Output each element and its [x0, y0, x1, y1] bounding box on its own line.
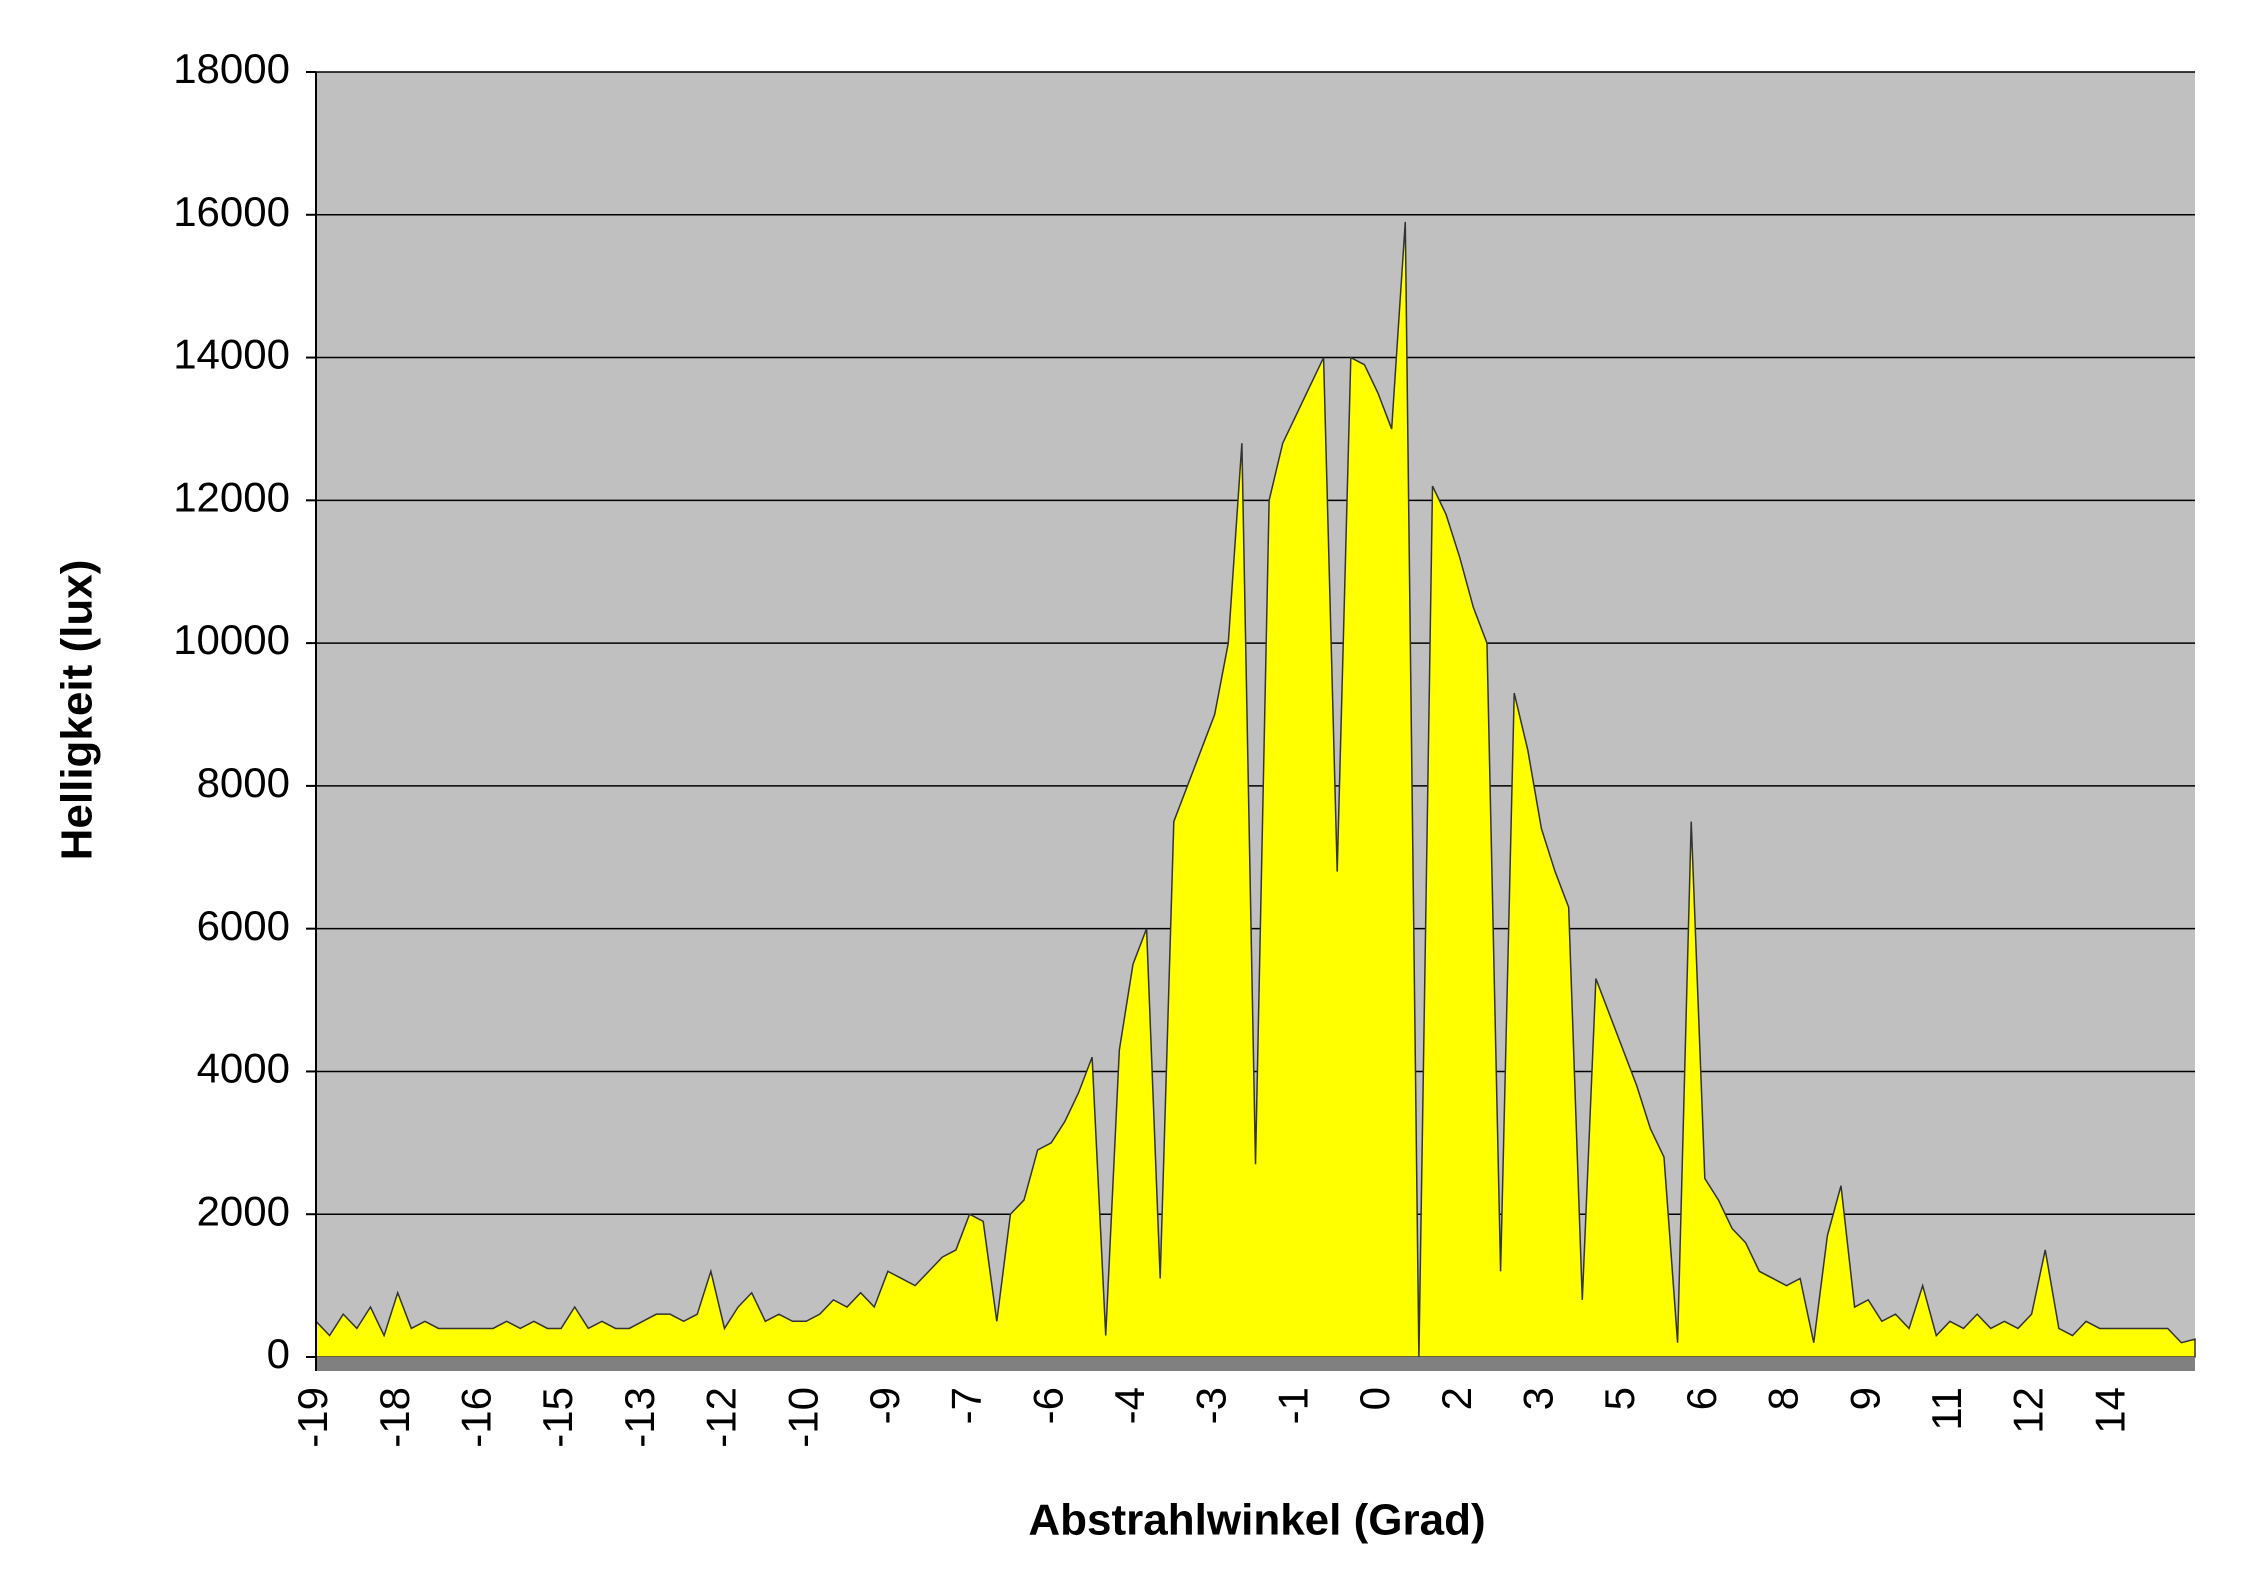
x-tick-label: -3: [1188, 1387, 1235, 1424]
x-tick-label: -4: [1106, 1387, 1153, 1424]
x-tick-label: -15: [534, 1387, 581, 1448]
x-tick-label: 0: [1351, 1387, 1398, 1410]
x-tick-label: -18: [371, 1387, 418, 1448]
x-tick-label: -10: [779, 1387, 826, 1448]
y-tick-label: 8000: [197, 759, 290, 806]
x-tick-label: 3: [1515, 1387, 1562, 1410]
y-tick-label: 10000: [173, 616, 290, 663]
y-tick-label: 4000: [197, 1045, 290, 1092]
x-tick-label: 14: [2086, 1387, 2133, 1434]
x-axis-title: Abstrahlwinkel (Grad): [1028, 1496, 1485, 1545]
x-tick-label: 5: [1596, 1387, 1643, 1410]
y-tick-label: 14000: [173, 331, 290, 378]
y-tick-label: 16000: [173, 188, 290, 235]
x-tick-label: 6: [1678, 1387, 1725, 1410]
x-tick-label: 8: [1760, 1387, 1807, 1410]
x-tick-label: -1: [1269, 1387, 1316, 1424]
x-tick-label: -9: [861, 1387, 908, 1424]
y-tick-label: 6000: [197, 902, 290, 949]
x-tick-label: 2: [1433, 1387, 1480, 1410]
x-tick-label: -7: [943, 1387, 990, 1424]
y-tick-label: 0: [267, 1330, 290, 1377]
x-tick-label: -12: [698, 1387, 745, 1448]
floor: [316, 1357, 2195, 1371]
x-tick-label: -16: [452, 1387, 499, 1448]
area: [315, 221, 2196, 1358]
x-tick-label: 11: [1923, 1387, 1970, 1431]
x-tick-label: 12: [2005, 1387, 2052, 1434]
x-tick-label: -13: [616, 1387, 663, 1448]
x-tick-label: -19: [289, 1387, 336, 1448]
y-axis-title: Helligkeit (lux): [53, 560, 102, 861]
y-tick-label: 2000: [197, 1187, 290, 1234]
y-tick-label: 18000: [173, 45, 290, 92]
x-tick-label: 9: [1841, 1387, 1888, 1410]
y-tick-label: 12000: [173, 473, 290, 520]
x-tick-label: -6: [1024, 1387, 1071, 1424]
